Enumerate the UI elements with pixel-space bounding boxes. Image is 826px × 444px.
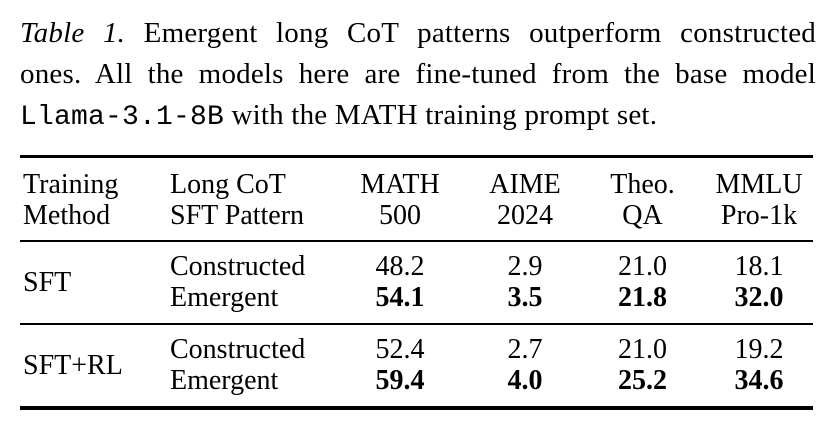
value-cell: 3.5 (507, 282, 543, 313)
table-number-label: Table 1. (20, 17, 126, 49)
value-cell: 18.1 (734, 251, 784, 282)
value-cell: 54.1 (375, 282, 425, 313)
table-row-sft-emergent: Emergent 54.1 3.5 21.8 32.0 (20, 282, 813, 324)
table-header: Training Method Long CoT SFT Pattern MAT… (20, 156, 813, 242)
pattern-cell: Emergent (170, 282, 279, 313)
value-cell: 52.4 (375, 334, 425, 365)
header-row: Training Method Long CoT SFT Pattern MAT… (20, 156, 813, 242)
header-line: QA (622, 200, 663, 231)
col-header-long-cot-sft-pattern: Long CoT SFT Pattern (170, 156, 330, 242)
value-cell: 34.6 (734, 365, 784, 396)
caption-line-3: Llama-3.1-8B with the MATH training prom… (20, 95, 816, 138)
header-line: 500 (379, 200, 421, 231)
col-header-mmlu-pro-1k: MMLU Pro-1k (705, 156, 813, 242)
model-name-code: Llama-3.1-8B (20, 102, 225, 133)
value-cell: 2.7 (507, 334, 543, 365)
value-cell: 48.2 (375, 251, 425, 282)
caption-text-2: ones. All the models here are fine-tuned… (20, 58, 816, 90)
header-line: 2024 (497, 200, 553, 231)
header-line: Training (23, 169, 119, 200)
value-cell: 21.0 (618, 334, 667, 365)
table-row-sft-constructed: SFT Constructed 48.2 2.9 21.0 18.1 (20, 241, 813, 298)
header-line: Pro-1k (720, 200, 798, 231)
pattern-cell: Constructed (170, 251, 306, 282)
col-header-theo-qa: Theo. QA (580, 156, 705, 242)
method-cell: SFT (23, 267, 72, 298)
value-cell: 4.0 (507, 365, 543, 396)
caption-line-1: Table 1. Emergent long CoT patterns outp… (20, 13, 816, 54)
value-cell: 32.0 (734, 282, 784, 313)
caption-line-2: ones. All the models here are fine-tuned… (20, 54, 816, 95)
header-line: Theo. (610, 169, 675, 200)
group-sft: SFT Constructed 48.2 2.9 21.0 18.1 Emerg… (20, 241, 813, 324)
caption-text-1: Emergent long CoT patterns outperform co… (143, 17, 816, 49)
value-cell: 19.2 (734, 334, 784, 365)
value-cell: 21.8 (618, 282, 667, 313)
table-row-sft-rl-constructed: SFT+RL Constructed 52.4 2.7 21.0 19.2 (20, 324, 813, 381)
col-header-aime-2024: AIME 2024 (470, 156, 580, 242)
header-line: MATH (360, 169, 440, 200)
results-table: Training Method Long CoT SFT Pattern MAT… (20, 155, 813, 410)
col-header-training-method: Training Method (20, 156, 170, 242)
value-cell: 25.2 (618, 365, 667, 396)
header-line: MMLU (715, 169, 803, 200)
table-row-sft-rl-emergent: Emergent 59.4 4.0 25.2 34.6 (20, 365, 813, 408)
header-line: SFT Pattern (170, 200, 305, 231)
col-header-math-500: MATH 500 (330, 156, 470, 242)
value-cell: 2.9 (507, 251, 543, 282)
value-cell: 21.0 (618, 251, 667, 282)
header-line: AIME (489, 169, 561, 200)
value-cell: 59.4 (375, 365, 425, 396)
pattern-cell: Constructed (170, 334, 306, 365)
header-line: Method (23, 200, 111, 231)
caption-text-3: with the MATH training prompt set. (231, 99, 658, 131)
table-caption: Table 1. Emergent long CoT patterns outp… (20, 13, 816, 138)
method-cell: SFT+RL (23, 350, 123, 381)
pattern-cell: Emergent (170, 365, 279, 396)
header-line: Long CoT (170, 169, 286, 200)
group-sft-rl: SFT+RL Constructed 52.4 2.7 21.0 19.2 Em… (20, 324, 813, 408)
